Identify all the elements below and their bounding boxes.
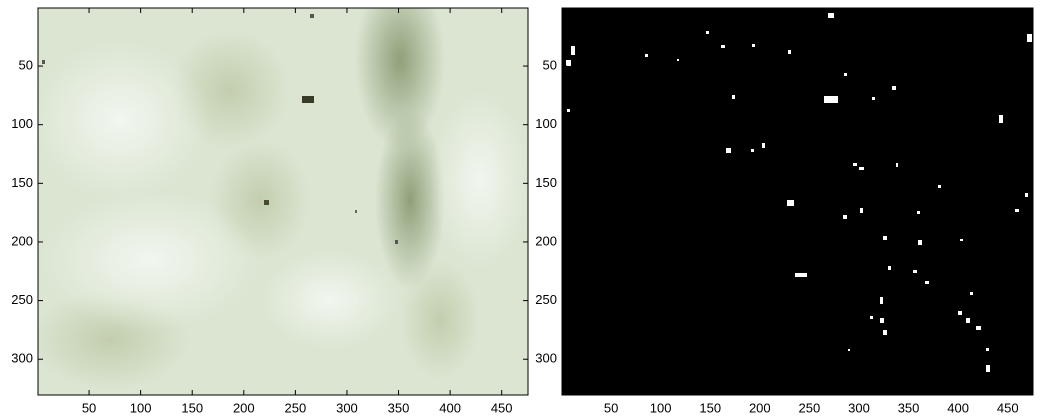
x-tick-label: 50	[604, 400, 618, 415]
y-tick-label: 200	[535, 233, 557, 248]
x-tick-label: 400	[947, 400, 969, 415]
y-tick-label: 300	[11, 351, 33, 366]
figure: 50 100 150 200 250 300 350 400 450 50 100 150 200 250…	[0, 0, 1041, 419]
x-tick-label: 350	[898, 400, 920, 415]
x-tick-label: 350	[388, 400, 410, 415]
x-tick-label: 50	[82, 400, 96, 415]
x-tick-label: 450	[997, 400, 1019, 415]
y-tick-label: 100	[11, 116, 33, 131]
x-tick-label: 200	[233, 400, 255, 415]
y-tick-label: 250	[11, 292, 33, 307]
x-tick-label: 400	[439, 400, 461, 415]
y-tick-label: 50	[543, 57, 557, 72]
y-tick-label: 200	[11, 233, 33, 248]
x-tick-label: 250	[799, 400, 821, 415]
y-tick-label: 100	[535, 116, 557, 131]
y-tick-label: 250	[535, 292, 557, 307]
y-tick-label: 50	[19, 57, 33, 72]
y-tick-label: 150	[535, 175, 557, 190]
x-tick-label: 300	[848, 400, 870, 415]
x-tick-label: 300	[336, 400, 358, 415]
x-tick-label: 250	[285, 400, 307, 415]
x-tick-label: 150	[181, 400, 203, 415]
x-tick-label: 450	[491, 400, 513, 415]
x-tick-label: 100	[130, 400, 152, 415]
x-tick-label: 150	[699, 400, 721, 415]
photo	[30, 0, 530, 395]
x-tick-label: 100	[650, 400, 672, 415]
x-tick-label: 200	[749, 400, 771, 415]
y-tick-label: 150	[11, 175, 33, 190]
y-tick-label: 300	[535, 351, 557, 366]
binary-image	[562, 8, 1033, 395]
